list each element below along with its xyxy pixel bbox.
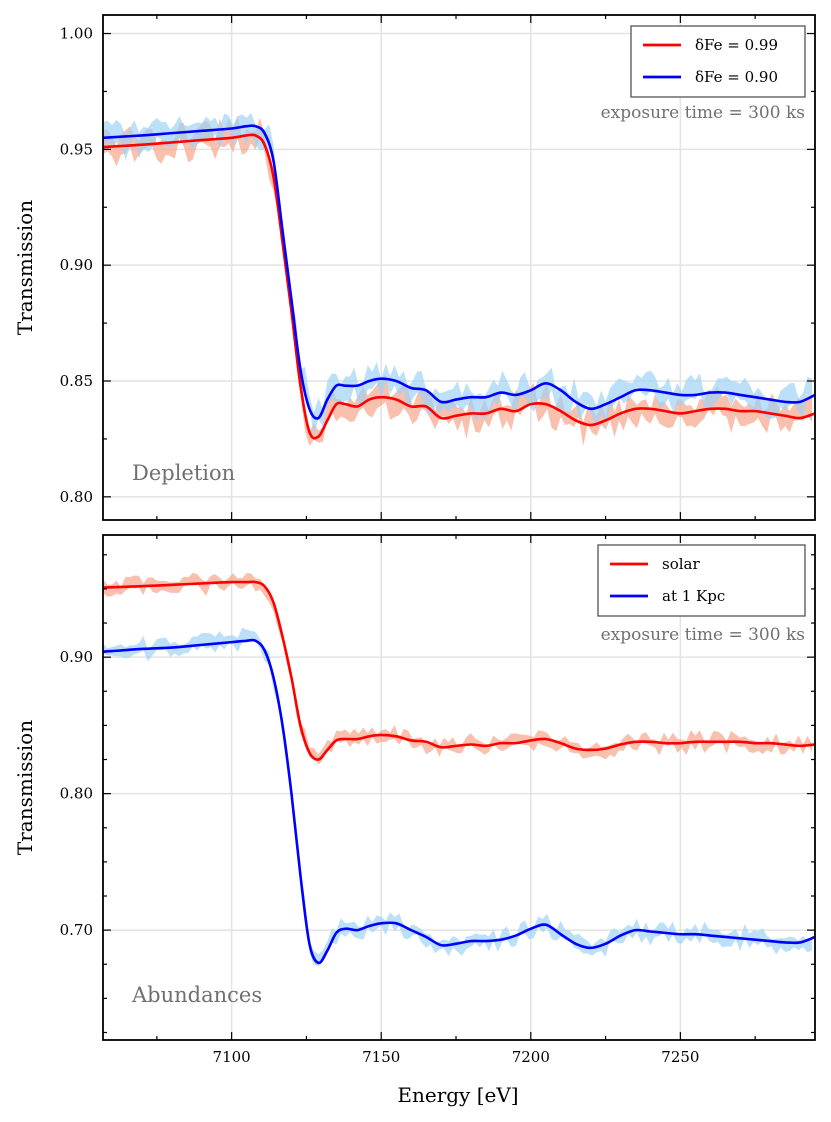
y-axis-title: Transmission bbox=[13, 200, 37, 335]
y-tick-label: 0.95 bbox=[60, 140, 93, 158]
legend-entry-0: δFe = 0.99 bbox=[695, 36, 778, 54]
series-band-0 bbox=[103, 572, 813, 765]
legend: solar at 1 Kpc bbox=[597, 544, 806, 617]
x-tick-label: 7250 bbox=[661, 1048, 699, 1066]
y-axis-title: Transmission bbox=[13, 720, 37, 855]
ticks bbox=[103, 15, 815, 520]
y-tick-label: 0.80 bbox=[60, 785, 93, 803]
series-band-0 bbox=[103, 115, 813, 447]
y-tick-label: 0.90 bbox=[60, 648, 93, 666]
series-line-1 bbox=[103, 638, 815, 965]
axes-frame bbox=[102, 534, 816, 1041]
exposure-annotation: exposure time = 300 ks bbox=[601, 625, 805, 645]
depletion-panel: 0.80 0.85 0.90 0.95 1.00 Transmission Depletio… bbox=[13, 14, 816, 521]
x-tick-label: 7100 bbox=[213, 1048, 251, 1066]
ticks bbox=[103, 535, 815, 1040]
series-line-0 bbox=[103, 580, 815, 761]
legend-entry-0: solar bbox=[662, 555, 700, 573]
series-line-0 bbox=[103, 133, 815, 440]
y-tick-label: 0.90 bbox=[60, 256, 93, 274]
legend-entry-1: at 1 Kpc bbox=[662, 587, 725, 605]
y-tick-label: 0.80 bbox=[60, 488, 93, 506]
y-tick-label: 1.00 bbox=[60, 25, 93, 43]
legend-frame bbox=[597, 544, 806, 617]
panel-label: Abundances bbox=[131, 983, 262, 1007]
exposure-annotation: exposure time = 300 ks bbox=[601, 103, 805, 123]
x-axis-title: Energy [eV] bbox=[397, 1083, 518, 1107]
panel-label: Depletion bbox=[132, 461, 235, 485]
y-tick-label: 0.70 bbox=[60, 921, 93, 939]
legend-entry-1: δFe = 0.90 bbox=[695, 68, 778, 86]
series-line-1 bbox=[103, 124, 815, 420]
abundances-panel: 0.70 0.80 0.90 7100 7150 7200 7250 Transmission… bbox=[13, 534, 816, 1066]
x-tick-label: 7150 bbox=[362, 1048, 400, 1066]
axes-frame bbox=[102, 14, 816, 521]
legend: δFe = 0.99 δFe = 0.90 bbox=[630, 25, 806, 98]
series-band-1 bbox=[103, 627, 813, 966]
x-tick-label: 7200 bbox=[512, 1048, 550, 1066]
y-tick-label: 0.85 bbox=[60, 372, 93, 390]
legend-frame bbox=[630, 25, 806, 98]
series-band-1 bbox=[103, 112, 813, 437]
